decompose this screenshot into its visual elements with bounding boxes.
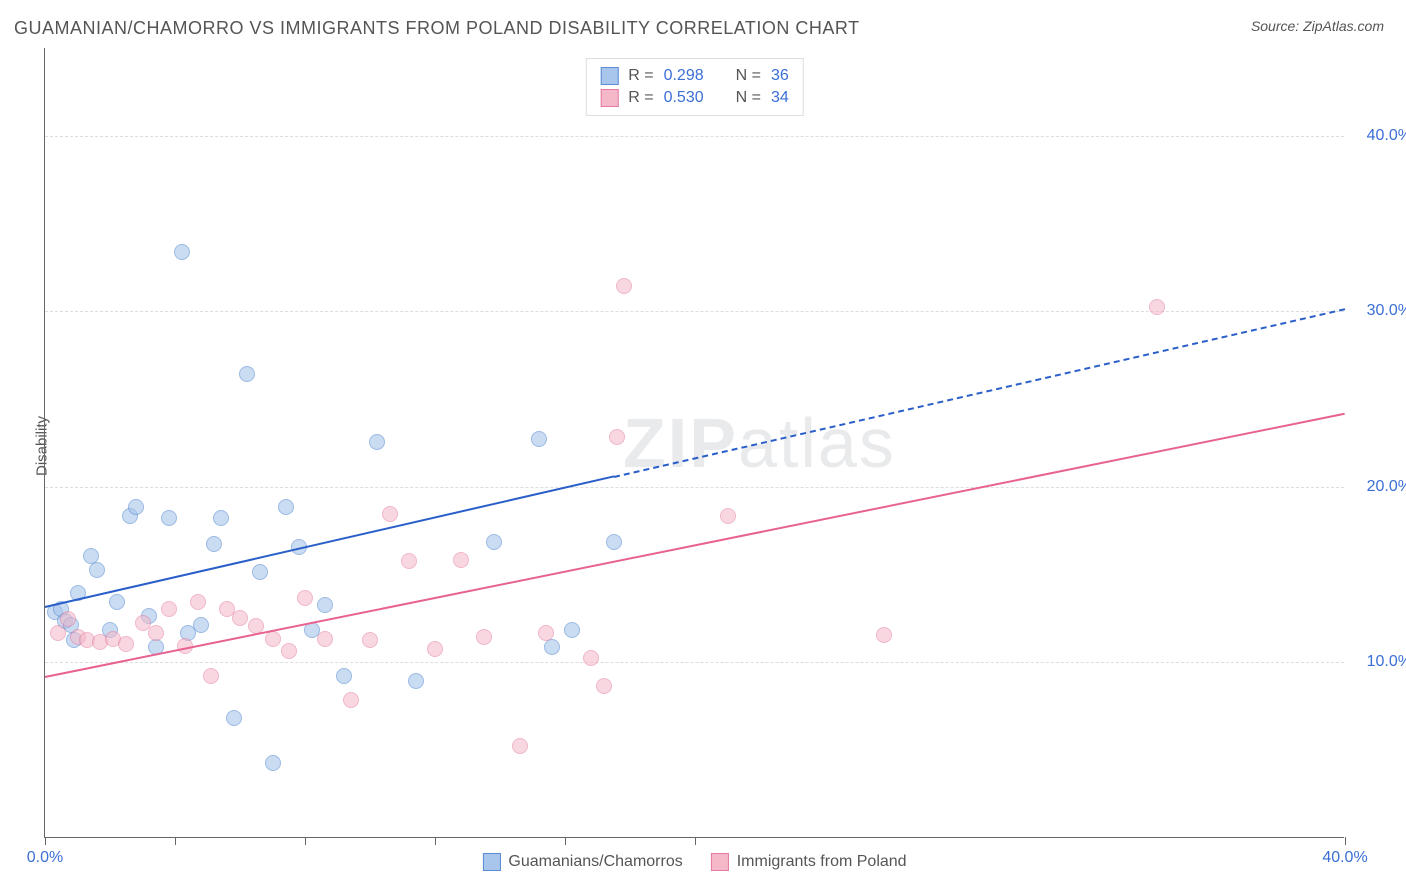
legend-swatch-blue <box>600 67 618 85</box>
bottom-legend-item: Guamanians/Chamorros <box>482 853 682 871</box>
x-tick-label: 40.0% <box>1322 849 1367 867</box>
scatter-point <box>206 536 222 552</box>
scatter-point <box>161 601 177 617</box>
bottom-legend-item: Immigrants from Poland <box>711 853 907 871</box>
scatter-point <box>382 506 398 522</box>
stats-legend: R = 0.298 N = 36 R = 0.530 N = 34 <box>585 58 804 116</box>
scatter-point <box>486 534 502 550</box>
scatter-point <box>148 625 164 641</box>
chart-source: Source: ZipAtlas.com <box>1251 18 1384 34</box>
scatter-point <box>453 552 469 568</box>
scatter-point <box>317 597 333 613</box>
scatter-point <box>544 639 560 655</box>
scatter-point <box>362 632 378 648</box>
x-tick <box>45 837 46 845</box>
scatter-point <box>128 499 144 515</box>
scatter-point <box>174 244 190 260</box>
scatter-point <box>476 629 492 645</box>
scatter-point <box>226 710 242 726</box>
scatter-point <box>50 625 66 641</box>
x-tick <box>565 837 566 845</box>
scatter-point <box>317 631 333 647</box>
scatter-point <box>252 564 268 580</box>
scatter-point <box>193 617 209 633</box>
scatter-point <box>190 594 206 610</box>
scatter-point <box>109 594 125 610</box>
plot-area: ZIPatlas R = 0.298 N = 36 R = 0.530 N = … <box>44 48 1344 838</box>
stats-legend-row: R = 0.298 N = 36 <box>600 65 789 87</box>
legend-swatch-blue <box>482 853 500 871</box>
scatter-point <box>232 610 248 626</box>
scatter-point <box>297 590 313 606</box>
legend-swatch-pink <box>600 89 618 107</box>
gridline <box>45 662 1344 663</box>
x-tick-label: 0.0% <box>27 849 63 867</box>
scatter-point <box>408 673 424 689</box>
scatter-point <box>720 508 736 524</box>
x-tick <box>435 837 436 845</box>
scatter-point <box>265 755 281 771</box>
scatter-point <box>1149 299 1165 315</box>
scatter-point <box>369 434 385 450</box>
scatter-point <box>583 650 599 666</box>
x-tick <box>695 837 696 845</box>
scatter-point <box>564 622 580 638</box>
x-tick <box>1345 837 1346 845</box>
scatter-point <box>606 534 622 550</box>
scatter-point <box>278 499 294 515</box>
x-tick <box>175 837 176 845</box>
scatter-point <box>401 553 417 569</box>
scatter-point <box>118 636 134 652</box>
scatter-point <box>427 641 443 657</box>
scatter-point <box>512 738 528 754</box>
trend-line <box>45 476 614 609</box>
y-tick-label: 40.0% <box>1367 127 1406 145</box>
gridline <box>45 136 1344 137</box>
y-tick-label: 30.0% <box>1367 302 1406 320</box>
scatter-point <box>343 692 359 708</box>
trend-line <box>614 308 1346 478</box>
scatter-point <box>876 627 892 643</box>
scatter-point <box>596 678 612 694</box>
x-tick <box>305 837 306 845</box>
stats-legend-row: R = 0.530 N = 34 <box>600 87 789 109</box>
scatter-point <box>616 278 632 294</box>
gridline <box>45 487 1344 488</box>
scatter-point <box>538 625 554 641</box>
y-tick-label: 10.0% <box>1367 653 1406 671</box>
scatter-point <box>203 668 219 684</box>
y-tick-label: 20.0% <box>1367 478 1406 496</box>
trend-line <box>45 413 1345 678</box>
scatter-point <box>531 431 547 447</box>
scatter-point <box>60 611 76 627</box>
scatter-point <box>281 643 297 659</box>
scatter-point <box>609 429 625 445</box>
legend-swatch-pink <box>711 853 729 871</box>
bottom-legend: Guamanians/Chamorros Immigrants from Pol… <box>482 853 906 871</box>
scatter-point <box>213 510 229 526</box>
scatter-point <box>89 562 105 578</box>
scatter-point <box>161 510 177 526</box>
chart-title: GUAMANIAN/CHAMORRO VS IMMIGRANTS FROM PO… <box>14 18 860 39</box>
scatter-point <box>336 668 352 684</box>
chart-container: GUAMANIAN/CHAMORRO VS IMMIGRANTS FROM PO… <box>0 0 1406 892</box>
scatter-point <box>239 366 255 382</box>
